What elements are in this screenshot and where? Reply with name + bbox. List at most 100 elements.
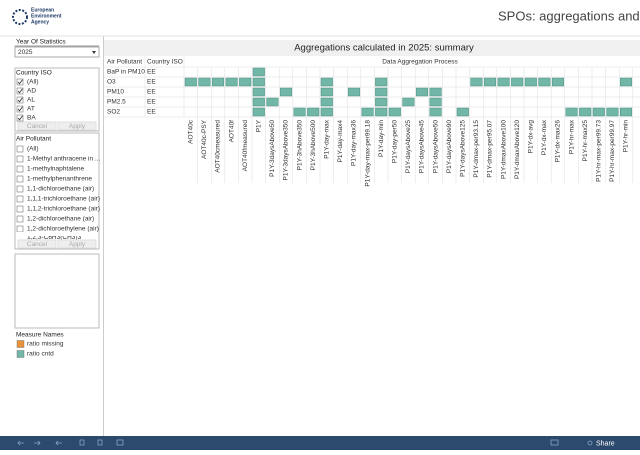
column-label: P1Y-day-min xyxy=(378,120,385,157)
filter-title: Country ISO xyxy=(16,70,52,77)
cell xyxy=(375,77,388,87)
column-label: AOT40c-PSY xyxy=(201,119,208,159)
column-label: P1Y-3daysAbove50 xyxy=(269,120,276,177)
checkbox[interactable] xyxy=(16,155,24,163)
dropdown-value: 2025 xyxy=(18,49,33,56)
cell xyxy=(375,87,388,97)
checkbox[interactable] xyxy=(16,205,24,213)
checkbox[interactable] xyxy=(16,185,24,193)
column-label: AOT40c xyxy=(188,119,195,144)
cell xyxy=(375,97,388,107)
org-name: Environment xyxy=(31,13,62,19)
column-label: P1Y-3daysAbove350 xyxy=(283,120,290,181)
column-label: P1Y-day-max36 xyxy=(351,120,358,166)
pause[interactable] xyxy=(97,439,103,446)
checkbox[interactable] xyxy=(16,114,24,122)
check xyxy=(17,115,23,121)
column-header: Country ISO xyxy=(147,59,183,66)
legend-label: ratio missing xyxy=(27,341,64,348)
button[interactable] xyxy=(17,239,57,249)
cell xyxy=(565,107,578,117)
filter-box xyxy=(14,132,100,250)
legend-label: ratio cntd xyxy=(27,351,54,358)
row-label: PM2.5 xyxy=(107,99,126,106)
dropdown[interactable] xyxy=(14,46,100,58)
check xyxy=(17,97,23,103)
org-name: Agency xyxy=(31,19,49,25)
table-title-bar xyxy=(104,40,640,56)
cell xyxy=(388,107,401,117)
cell xyxy=(375,107,388,117)
column-label: P1Y-dmaxAbove120 xyxy=(514,120,521,179)
legend-title: Measure Names xyxy=(16,332,64,339)
toolbar xyxy=(0,436,640,450)
cell xyxy=(239,77,252,87)
undo[interactable] xyxy=(17,440,24,446)
checkbox[interactable] xyxy=(16,225,24,233)
check xyxy=(17,88,23,94)
checkbox[interactable] xyxy=(16,145,24,153)
row-label: PM10 xyxy=(107,89,124,96)
filter-item: BA xyxy=(27,115,36,122)
button[interactable] xyxy=(57,121,97,131)
checkbox[interactable] xyxy=(16,165,24,173)
share-button[interactable]: Share xyxy=(596,440,615,447)
cell xyxy=(320,87,333,97)
column-label: P1Y-3hAbove500 xyxy=(310,120,317,171)
filter-item: 1,2-dichloroethane (air) xyxy=(27,216,94,223)
checkbox[interactable] xyxy=(16,215,24,223)
cell xyxy=(307,107,320,117)
checkbox[interactable] xyxy=(16,195,24,203)
cell xyxy=(579,107,592,117)
row-label: O3 xyxy=(107,79,116,86)
filter-item: 1,1-dichloroethane (air) xyxy=(27,186,94,193)
button[interactable] xyxy=(57,239,97,249)
filter-item: 1-Methyl anthracene in ... xyxy=(27,156,101,163)
cell xyxy=(320,97,333,107)
cell xyxy=(429,97,442,107)
column-header: Air Pollutant xyxy=(107,59,142,66)
checkbox[interactable] xyxy=(16,175,24,183)
column-label: P1Y-day-per50 xyxy=(392,120,399,164)
revert[interactable] xyxy=(55,440,62,446)
filter-box xyxy=(14,67,100,132)
cell xyxy=(415,87,429,97)
check xyxy=(17,106,23,112)
column-label: P1Y-dmax-per95.07 xyxy=(487,120,494,178)
column-label: P1Y-daysAbove50 xyxy=(432,120,439,174)
column-label: AOT40fmeasured xyxy=(242,120,249,172)
button-label: Cancel xyxy=(27,241,48,248)
cell xyxy=(184,77,197,87)
checkbox[interactable] xyxy=(16,87,24,95)
column-label: P1Y-day-max xyxy=(324,119,331,159)
button-label: Cancel xyxy=(27,123,48,130)
cell xyxy=(619,107,633,117)
filter-item: 1,2,3-C6H3(CH3)3 xyxy=(27,234,82,241)
column-label: P1Y-dx-max26 xyxy=(555,120,562,163)
cell xyxy=(551,77,565,87)
filter-item: 1,1,2-trichloroethane (air) xyxy=(27,206,100,213)
cell xyxy=(606,107,619,117)
cell xyxy=(497,77,510,87)
row-label: BaP in PM10 xyxy=(107,69,145,76)
cell xyxy=(592,107,605,117)
cell xyxy=(361,107,374,117)
button[interactable] xyxy=(17,121,57,131)
refresh[interactable] xyxy=(79,439,85,446)
device[interactable] xyxy=(550,439,559,446)
page-title: SPOs: aggregations and c xyxy=(498,8,640,23)
view[interactable] xyxy=(116,439,124,446)
share-icon[interactable] xyxy=(587,440,593,446)
cell xyxy=(266,97,279,107)
checkbox[interactable] xyxy=(16,78,24,86)
cell xyxy=(524,77,537,87)
checkbox[interactable] xyxy=(16,96,24,104)
redo[interactable] xyxy=(34,440,41,446)
filter-item: AT xyxy=(27,106,35,113)
checkbox[interactable] xyxy=(16,105,24,113)
column-label: P1Y-hr-max-per99.73 xyxy=(596,120,603,182)
logo: European Environment Agency xyxy=(12,7,62,25)
filter-item: 1-methylnaphtalene xyxy=(27,166,84,173)
table-title: Aggregations calculated in 2025: summary xyxy=(294,43,474,54)
